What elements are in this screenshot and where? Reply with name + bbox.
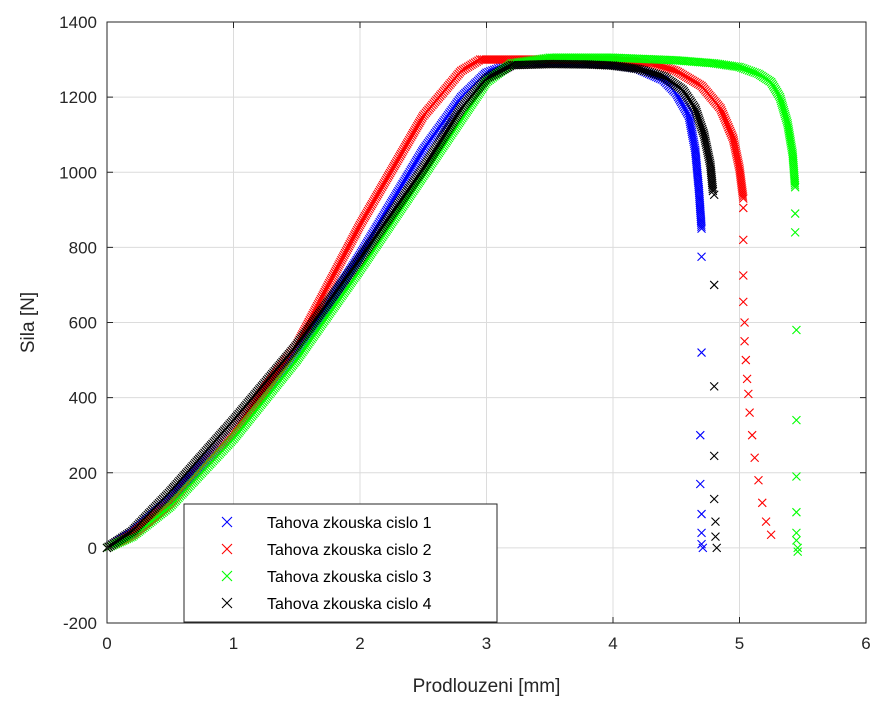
legend-label: Tahova zkouska cislo 2 [267, 542, 432, 559]
data-point [745, 408, 755, 418]
data-point [698, 543, 708, 553]
data-point [738, 203, 748, 213]
legend: Tahova zkouska cislo 1 Tahova zkouska cis… [183, 503, 498, 623]
legend-label: Tahova zkouska cislo 4 [267, 596, 432, 613]
data-point [738, 271, 748, 280]
y-tick-label: 400 [69, 389, 97, 408]
data-point [711, 517, 720, 526]
data-point [792, 507, 801, 517]
data-point [740, 336, 749, 346]
data-point [790, 227, 800, 237]
data-point [792, 472, 801, 481]
data-point [697, 528, 706, 538]
data-point [792, 535, 801, 545]
y-axis-label: Sila [N] [18, 292, 39, 353]
data-point [697, 509, 706, 519]
data-point [790, 180, 800, 190]
data-point [709, 190, 719, 200]
y-tick-label: 200 [69, 464, 97, 483]
y-tick-label: 1200 [59, 88, 97, 107]
y-tick-label: 0 [88, 539, 97, 558]
data-point [738, 192, 748, 201]
data-point [747, 430, 757, 440]
x-tick-label: 1 [229, 634, 238, 653]
data-point [711, 532, 720, 541]
data-point [695, 479, 705, 489]
data-point [709, 451, 719, 461]
data-point [743, 389, 753, 399]
data-point [761, 517, 771, 526]
data-area [102, 53, 803, 557]
data-point [709, 280, 719, 290]
data-point [754, 475, 763, 485]
data-point [697, 224, 706, 233]
x-tick-label: 5 [735, 634, 744, 653]
data-point [709, 381, 719, 391]
data-point [712, 543, 722, 553]
legend-box [183, 503, 498, 623]
data-point [741, 355, 751, 365]
x-tick-label: 0 [102, 634, 111, 653]
data-point [740, 318, 749, 327]
data-point [709, 494, 719, 504]
data-point [738, 297, 748, 307]
series-4 [102, 59, 722, 553]
y-tick-label: -200 [63, 614, 97, 633]
data-point [790, 178, 800, 188]
data-point [790, 209, 800, 218]
data-point [742, 374, 752, 384]
legend-marker [221, 570, 233, 582]
data-point [793, 543, 803, 553]
data-point [792, 325, 801, 335]
legend-label: Tahova zkouska cislo 3 [267, 569, 432, 586]
y-tick-label: 1400 [59, 13, 97, 32]
data-point [708, 182, 717, 192]
data-point [708, 184, 718, 194]
data-point [750, 453, 760, 463]
legend-marker [221, 543, 233, 555]
data-point [757, 498, 767, 508]
data-point [738, 235, 748, 245]
data-point [697, 252, 706, 262]
data-point [697, 222, 706, 232]
y-tick-label: 1000 [59, 163, 97, 182]
data-point [731, 62, 740, 71]
data-point [697, 348, 706, 357]
data-point [792, 415, 801, 425]
data-point [792, 528, 801, 538]
data-point [790, 182, 800, 192]
data-point [766, 530, 776, 540]
y-tick-label: 600 [69, 314, 97, 333]
y-tick-label: 800 [69, 238, 97, 257]
x-tick-label: 4 [608, 634, 617, 653]
data-point [695, 430, 705, 440]
data-point [793, 547, 803, 557]
x-axis-label: Prodlouzeni [mm] [413, 676, 561, 697]
legend-marker [221, 597, 233, 609]
tick-labels: 0 1 2 3 4 5 6 -200 0 200 400 600 800 1000 1200 1400 [59, 13, 871, 653]
data-point [738, 194, 748, 203]
data-point [696, 220, 706, 230]
x-tick-label: 2 [355, 634, 364, 653]
x-tick-label: 6 [861, 634, 870, 653]
data-point [738, 190, 748, 199]
legend-label: Tahova zkouska cislo 1 [267, 515, 432, 532]
legend-marker [221, 516, 233, 528]
x-tick-label: 3 [482, 634, 491, 653]
